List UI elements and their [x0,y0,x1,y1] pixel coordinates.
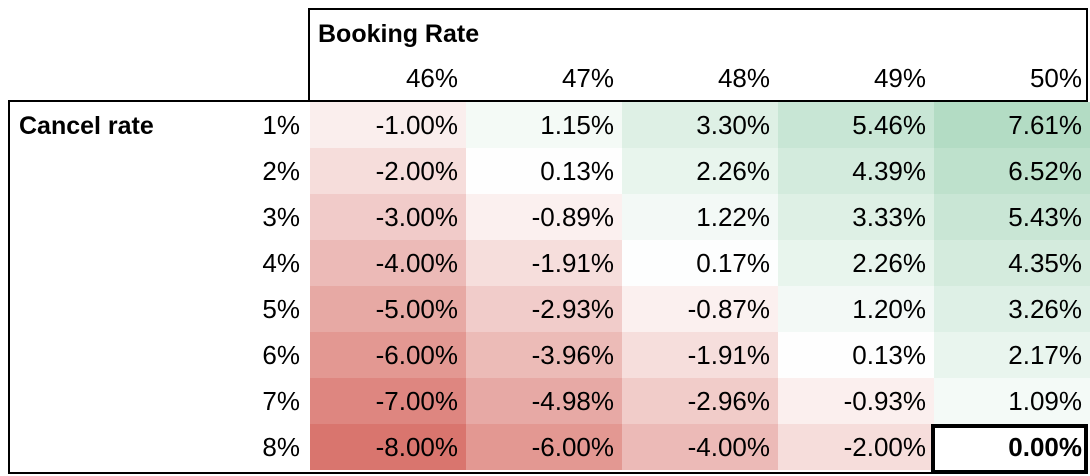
table-cell[interactable]: -5.00% [310,286,466,332]
table-cell[interactable]: -4.00% [622,424,778,470]
table-cell[interactable]: -0.89% [466,194,622,240]
table-cell[interactable]: 6.52% [934,148,1090,194]
table-cell[interactable]: 1.22% [622,194,778,240]
table-cell[interactable]: -2.00% [778,424,934,470]
table-cell[interactable]: 2.26% [778,240,934,286]
table-cell[interactable]: 3.26% [934,286,1090,332]
table-cell[interactable]: -7.00% [310,378,466,424]
row-group-title: Cancel rate [19,112,154,140]
table-cell[interactable]: -3.96% [466,332,622,378]
table-cell[interactable]: 0.17% [622,240,778,286]
table-cell[interactable]: -1.91% [622,332,778,378]
table-cell[interactable]: -4.98% [466,378,622,424]
column-header: 49% [873,63,926,93]
table-cell[interactable]: 2.26% [622,148,778,194]
table-cell[interactable]: 3.33% [778,194,934,240]
table-cell[interactable]: -2.00% [310,148,466,194]
column-header: 48% [717,63,770,93]
table-cell[interactable]: 3.30% [622,102,778,148]
table-cell[interactable]: 1.20% [778,286,934,332]
table-cell[interactable]: 1.15% [466,102,622,148]
table-cell[interactable]: -2.96% [622,378,778,424]
table-cell[interactable]: -0.87% [622,286,778,332]
table-cell[interactable]: 4.35% [934,240,1090,286]
column-header: 46% [405,63,458,93]
row-header: 2% [262,156,300,186]
row-header: 5% [262,294,300,324]
column-header: 47% [561,63,614,93]
table-cell[interactable]: -8.00% [310,424,466,470]
table-cell[interactable]: 1.09% [934,378,1090,424]
table-cell[interactable]: 4.39% [778,148,934,194]
table-cell[interactable]: 0.00% [934,424,1090,470]
table-cell[interactable]: -1.00% [310,102,466,148]
highlighted-cell-border[interactable] [931,424,1088,474]
table-cell[interactable]: 0.13% [466,148,622,194]
table-cell[interactable]: -4.00% [310,240,466,286]
table-cell[interactable]: -2.93% [466,286,622,332]
table-cell[interactable]: 5.46% [778,102,934,148]
table-cell[interactable]: 5.43% [934,194,1090,240]
table-cell[interactable]: 7.61% [934,102,1090,148]
column-header: 50% [1029,63,1082,93]
row-header: 1% [262,110,300,140]
row-header: 8% [262,432,300,462]
row-header: 4% [262,248,300,278]
column-header-frame [308,8,1088,102]
row-header: 6% [262,340,300,370]
table-cell[interactable]: -0.93% [778,378,934,424]
table-cell[interactable]: 2.17% [934,332,1090,378]
column-group-title: Booking Rate [318,20,480,48]
table-cell[interactable]: 0.13% [778,332,934,378]
table-cell[interactable]: -1.91% [466,240,622,286]
row-header: 7% [262,386,300,416]
table-cell[interactable]: -6.00% [466,424,622,470]
table-cell[interactable]: -6.00% [310,332,466,378]
table-cell[interactable]: -3.00% [310,194,466,240]
row-header: 3% [262,202,300,232]
